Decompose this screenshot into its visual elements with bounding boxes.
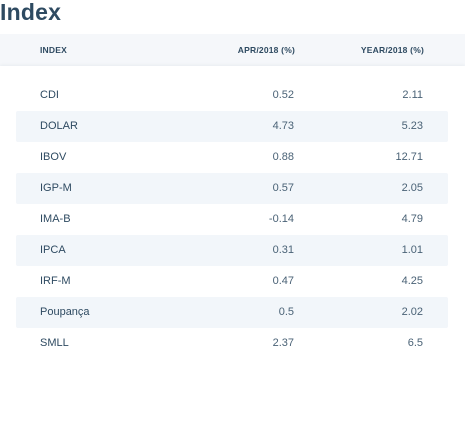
index-name: Poupança <box>40 306 90 318</box>
index-name: IGP-M <box>40 182 72 194</box>
apr-value: 0.88 <box>272 151 294 163</box>
year-value: 4.79 <box>401 213 423 225</box>
year-value: 4.25 <box>401 275 423 287</box>
year-value: 5.23 <box>401 120 423 132</box>
year-value: 2.11 <box>402 89 423 101</box>
year-value: 12.71 <box>395 151 423 163</box>
index-name: DOLAR <box>40 120 78 132</box>
index-name: IBOV <box>40 151 67 163</box>
index-name: IMA-B <box>40 213 71 225</box>
table-row: IPCA 0.31 1.01 <box>16 235 448 266</box>
table-body: CDI 0.52 2.11 DOLAR 4.73 5.23 IBOV 0.88 … <box>0 66 465 436</box>
table-row: IGP-M 0.57 2.05 <box>16 173 448 204</box>
apr-value: 2.37 <box>272 337 294 349</box>
apr-value: 0.47 <box>272 275 294 287</box>
table-row: CDI 0.52 2.11 <box>16 80 448 111</box>
table-header: INDEX APR/2018 (%) YEAR/2018 (%) <box>0 34 465 67</box>
index-name: IPCA <box>40 244 66 256</box>
page-title: Index <box>0 0 62 25</box>
table-row: IRF-M 0.47 4.25 <box>16 266 448 297</box>
table-row: DOLAR 4.73 5.23 <box>16 111 448 142</box>
index-table-rows: CDI 0.52 2.11 DOLAR 4.73 5.23 IBOV 0.88 … <box>16 80 448 359</box>
year-value: 1.01 <box>401 244 423 256</box>
year-value: 2.02 <box>401 306 423 318</box>
index-name: CDI <box>40 89 59 101</box>
column-header-year-2018: YEAR/2018 (%) <box>360 45 424 55</box>
apr-value: 4.73 <box>272 120 294 132</box>
column-header-apr-2018: APR/2018 (%) <box>237 45 295 55</box>
table-row: IMA-B -0.14 4.79 <box>16 204 448 235</box>
apr-value: 0.57 <box>272 182 294 194</box>
index-name: SMLL <box>40 337 69 349</box>
year-value: 2.05 <box>401 182 423 194</box>
index-name: IRF-M <box>40 275 71 287</box>
apr-value: 0.31 <box>272 244 294 256</box>
table-row: SMLL 2.37 6.5 <box>16 328 448 359</box>
apr-value: -0.14 <box>268 213 294 225</box>
apr-value: 0.5 <box>278 306 294 318</box>
table-row: IBOV 0.88 12.71 <box>16 142 448 173</box>
column-header-index: INDEX <box>40 45 67 55</box>
table-row: Poupança 0.5 2.02 <box>16 297 448 328</box>
year-value: 6.5 <box>407 337 423 349</box>
apr-value: 0.52 <box>272 89 294 101</box>
